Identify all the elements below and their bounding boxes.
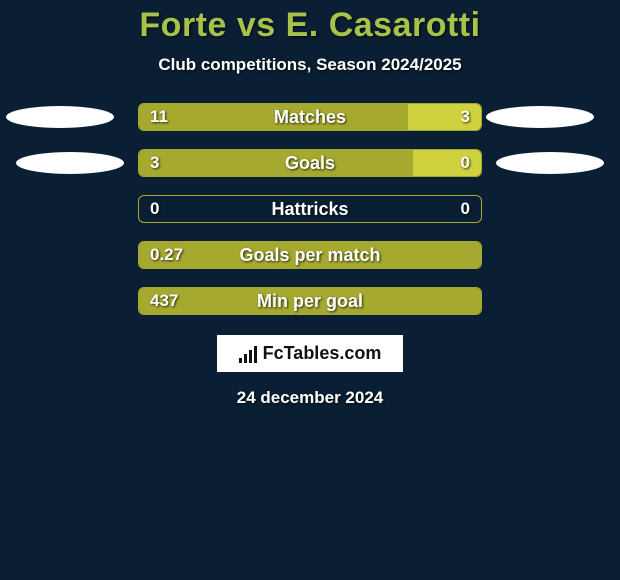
title-right: E. Casarotti: [286, 6, 481, 44]
bar-fill-left: [139, 288, 481, 314]
bar-fill-left: [139, 104, 408, 130]
player-marker: [496, 152, 604, 174]
bar-fill-left: [139, 150, 413, 176]
stat-row: Matches113: [0, 103, 620, 131]
date-label: 24 december 2024: [237, 388, 384, 408]
bar-track: [138, 287, 482, 315]
stat-row: Goals30: [0, 149, 620, 177]
bar-fill-right: [413, 150, 481, 176]
subtitle: Club competitions, Season 2024/2025: [158, 55, 461, 75]
comparison-stage: Forte vs E. Casarotti Club competitions,…: [0, 0, 620, 580]
stat-row: Hattricks00: [0, 195, 620, 223]
stat-row: Min per goal437: [0, 287, 620, 315]
bar-track: [138, 149, 482, 177]
bar-track: [138, 241, 482, 269]
bar-track: [138, 195, 482, 223]
page-title: Forte vs E. Casarotti: [139, 6, 480, 45]
player-marker: [6, 106, 114, 128]
bar-fill-left: [139, 242, 481, 268]
player-marker: [486, 106, 594, 128]
title-vs: vs: [227, 6, 286, 44]
logo-text: FcTables.com: [263, 343, 382, 364]
bar-chart-icon: [239, 345, 257, 363]
stat-row: Goals per match0.27: [0, 241, 620, 269]
logo-box: FcTables.com: [217, 335, 404, 372]
title-left: Forte: [139, 6, 227, 44]
player-marker: [16, 152, 124, 174]
bar-track: [138, 103, 482, 131]
stat-rows: Matches113 Goals30 Hattricks00 Goals per ma…: [0, 103, 620, 315]
bar-fill-right: [408, 104, 481, 130]
